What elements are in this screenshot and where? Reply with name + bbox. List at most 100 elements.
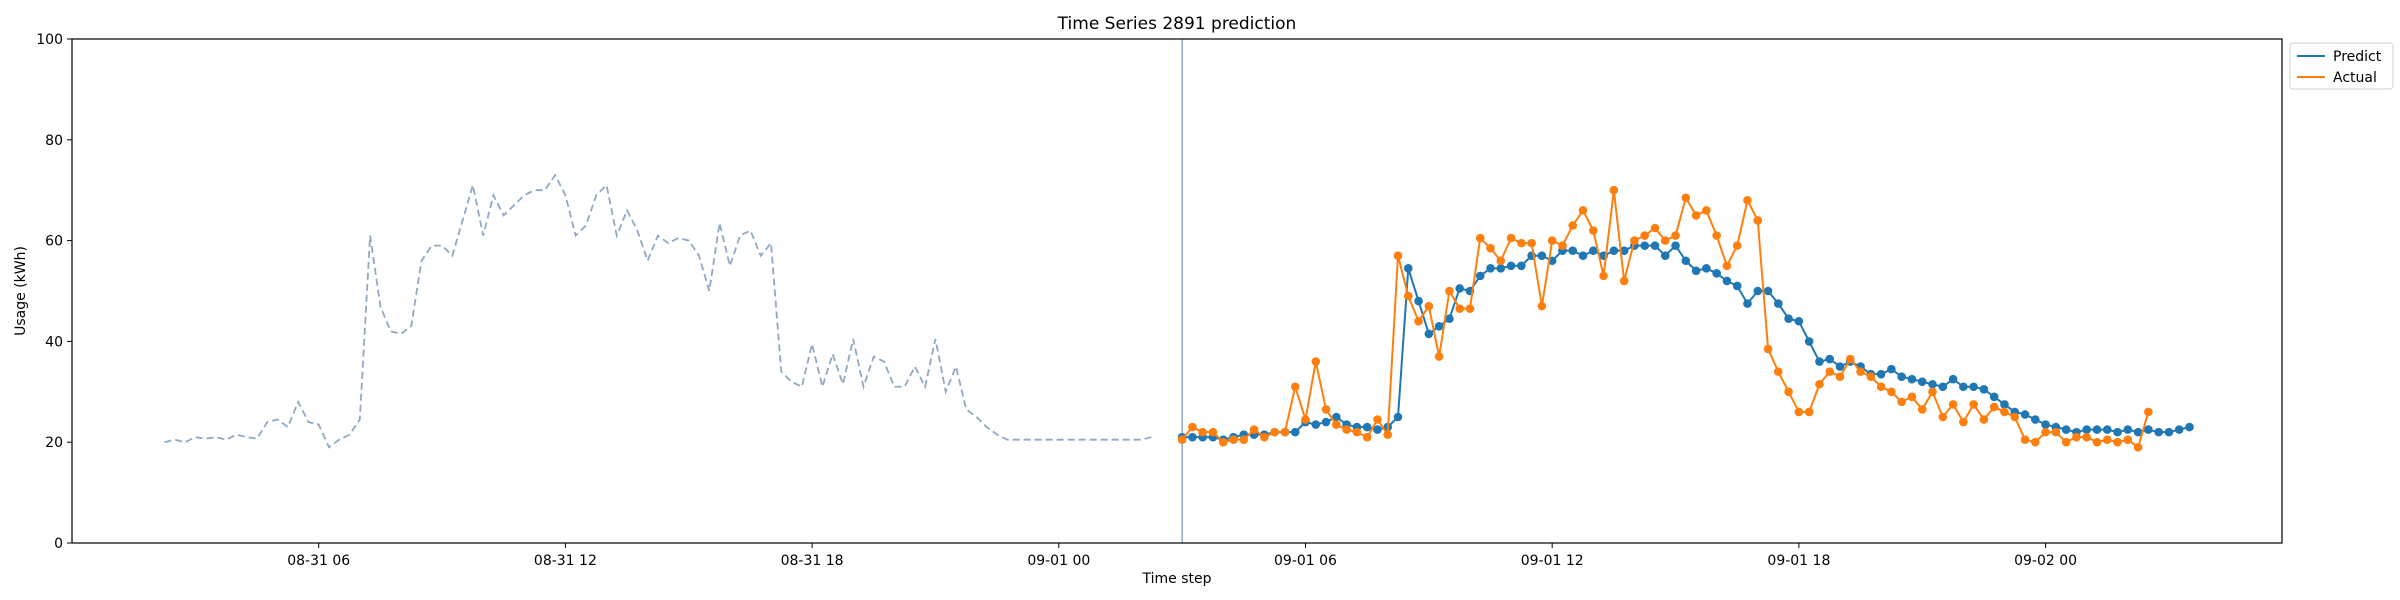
actual-point xyxy=(2010,412,2020,422)
predict-point xyxy=(2144,425,2153,434)
predict-point xyxy=(1445,314,1454,324)
predict-point xyxy=(2031,415,2040,424)
actual-point xyxy=(1589,226,1598,235)
predict-point xyxy=(1938,382,1948,392)
actual-point xyxy=(1835,372,1845,381)
actual-point xyxy=(2041,427,2050,437)
actual-point xyxy=(1362,432,1372,442)
actual-point xyxy=(2144,407,2153,417)
actual-point xyxy=(1208,427,1218,437)
predict-point xyxy=(1496,264,1506,273)
predict-point xyxy=(1774,299,1783,308)
actual-point xyxy=(1640,231,1649,240)
history-line xyxy=(164,173,1152,449)
predict-point xyxy=(1712,269,1721,278)
actual-point xyxy=(1774,367,1783,376)
legend-actual-label: Actual xyxy=(2333,70,2377,86)
predict-point xyxy=(1188,432,1197,442)
predict-point xyxy=(1907,374,1917,384)
predict-point xyxy=(2185,422,2194,432)
predict-point xyxy=(1722,276,1732,286)
predict-point xyxy=(2061,425,2071,434)
actual-point xyxy=(1558,241,1567,250)
actual-point xyxy=(1547,236,1557,245)
actual-point xyxy=(1445,286,1454,296)
predict-point xyxy=(2082,425,2091,434)
predict-point xyxy=(1393,412,1403,422)
predict-point xyxy=(1311,420,1321,429)
predict-point xyxy=(1732,281,1742,291)
actual-point xyxy=(1619,276,1629,286)
actual-point xyxy=(1270,427,1279,437)
actual-point xyxy=(2113,437,2122,447)
predict-point xyxy=(1578,251,1588,261)
actual-point xyxy=(1784,387,1793,397)
predict-point xyxy=(2020,410,2030,419)
actual-point xyxy=(1948,400,1958,409)
actual-point xyxy=(1702,206,1711,215)
predict-point xyxy=(1804,337,1814,346)
predict-line xyxy=(1182,244,2190,441)
predict-point xyxy=(2000,400,2009,409)
actual-point xyxy=(1198,427,1207,437)
actual-point xyxy=(1609,185,1619,195)
actual-point xyxy=(1845,354,1855,364)
predict-point xyxy=(1753,286,1763,296)
predict-point xyxy=(1784,314,1793,324)
actual-point xyxy=(1414,316,1423,326)
actual-point xyxy=(1311,357,1321,366)
chart-title: Time Series 2891 prediction xyxy=(1057,14,1297,34)
predict-point xyxy=(1619,246,1629,255)
actual-point xyxy=(1660,236,1670,245)
actual-point xyxy=(1352,427,1362,437)
actual-point xyxy=(1712,231,1721,240)
actual-point xyxy=(1177,435,1187,444)
predict-point xyxy=(1681,256,1691,266)
predict-point xyxy=(2164,427,2174,437)
actual-point xyxy=(1393,251,1403,261)
predict-point xyxy=(1414,296,1423,306)
actual-point xyxy=(2000,407,2009,417)
legend-predict-label: Predict xyxy=(2333,49,2382,65)
predict-point xyxy=(2133,427,2143,437)
predict-point xyxy=(1660,251,1670,261)
actual-point xyxy=(1928,387,1937,397)
actual-point xyxy=(1763,344,1773,354)
actual-point xyxy=(1876,382,1886,392)
actual-point xyxy=(1887,387,1896,397)
actual-point xyxy=(1753,216,1763,225)
actual-point xyxy=(1938,412,1948,422)
predict-point xyxy=(1290,427,1300,437)
predict-point xyxy=(1702,264,1711,273)
actual-point xyxy=(2082,432,2091,442)
predict-point xyxy=(2113,427,2122,437)
actual-point xyxy=(2092,437,2102,447)
x-tick-label: 09-02 00 xyxy=(2014,553,2077,569)
actual-point xyxy=(1907,392,1917,402)
predict-point xyxy=(1743,299,1752,308)
actual-point xyxy=(1290,382,1300,392)
actual-point xyxy=(1815,379,1824,389)
actual-point xyxy=(1249,425,1259,434)
actual-point xyxy=(1383,430,1393,439)
x-tick-label: 08-31 18 xyxy=(781,553,844,569)
predict-point xyxy=(1373,425,1382,434)
predict-point xyxy=(1887,364,1896,374)
legend: Predict Actual xyxy=(2289,42,2394,90)
predict-point xyxy=(1434,321,1444,331)
predict-point xyxy=(1332,412,1341,422)
predict-point xyxy=(2092,425,2102,434)
predict-point xyxy=(2041,420,2050,429)
actual-point xyxy=(1897,397,1906,407)
actual-point xyxy=(2020,435,2030,444)
predict-point xyxy=(1403,264,1413,273)
predict-point xyxy=(1486,264,1495,273)
actual-point xyxy=(1218,437,1228,447)
predict-point xyxy=(1362,422,1372,432)
x-axis-label: Time step xyxy=(1142,571,1212,587)
y-tick-label: 40 xyxy=(45,334,63,350)
predict-point xyxy=(1537,251,1547,261)
plot-area xyxy=(164,39,2194,543)
actual-point xyxy=(1332,420,1341,429)
